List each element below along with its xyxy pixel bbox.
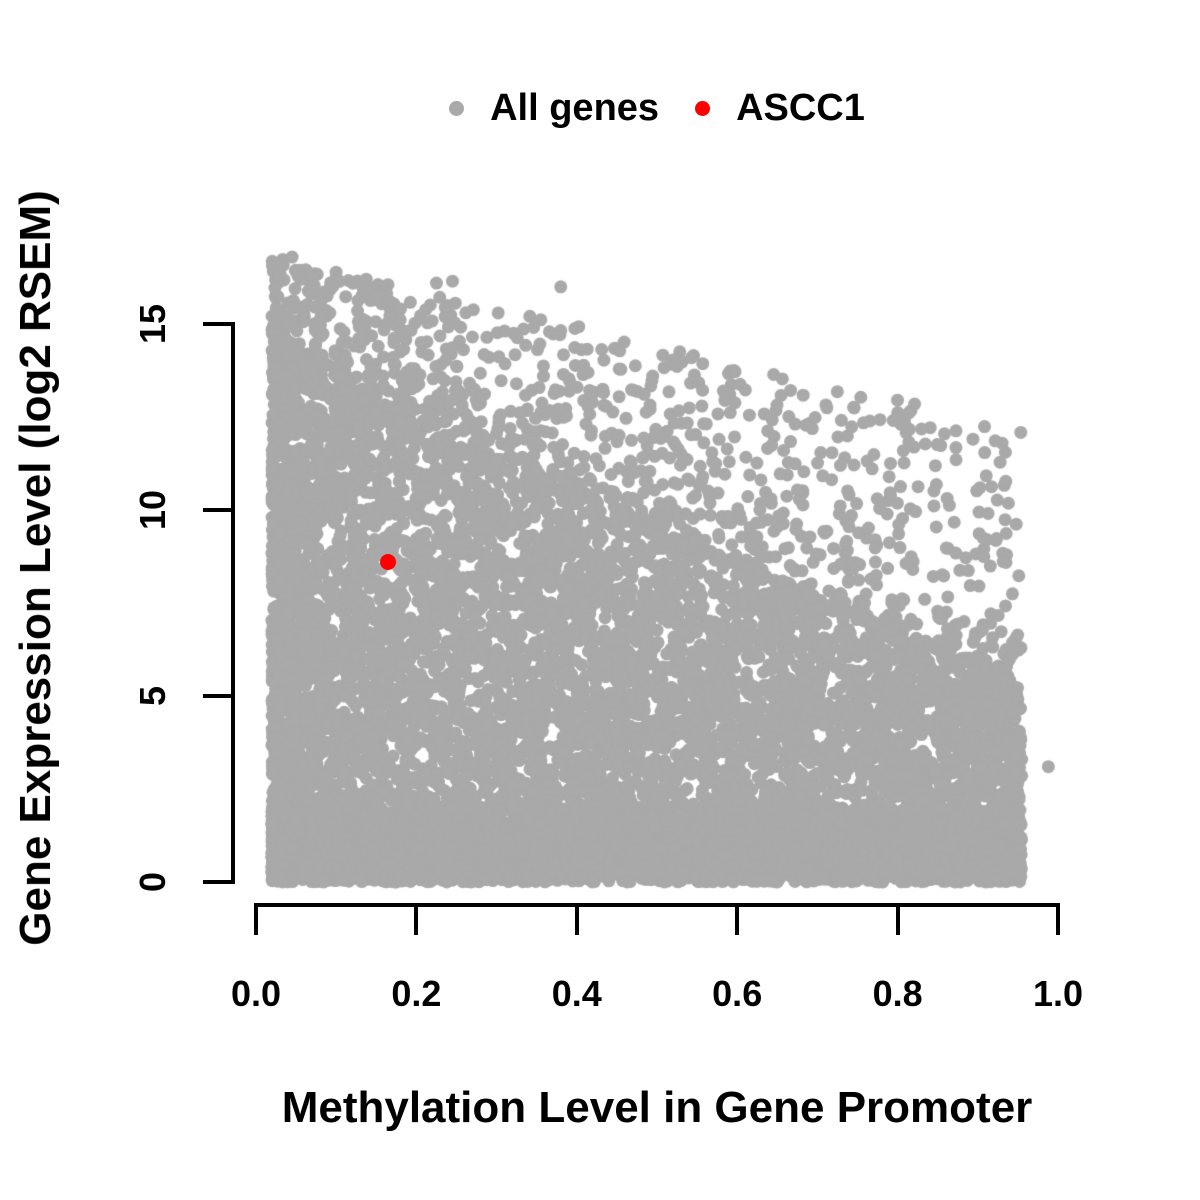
legend-item-ascc1: ASCC1 bbox=[695, 86, 865, 130]
all-genes-dot-icon bbox=[449, 100, 465, 116]
ascc1-point bbox=[380, 554, 397, 571]
y-tick-label: 10 bbox=[132, 489, 173, 531]
x-tick bbox=[254, 905, 258, 935]
x-tick-label: 0.8 bbox=[872, 973, 923, 1014]
y-tick bbox=[203, 508, 233, 512]
y-tick bbox=[203, 322, 233, 326]
x-tick-label: 0.6 bbox=[712, 973, 763, 1014]
x-tick-label: 0.0 bbox=[230, 973, 282, 1014]
x-tick-label: 1.0 bbox=[1032, 973, 1084, 1014]
x-tick bbox=[1056, 905, 1060, 935]
x-tick bbox=[735, 905, 740, 935]
y-tick bbox=[203, 694, 233, 698]
ascc1-dot-icon bbox=[695, 100, 711, 116]
y-axis-line bbox=[231, 322, 235, 884]
legend-item-all-genes: All genes bbox=[449, 86, 659, 130]
legend-label-all-genes: All genes bbox=[490, 87, 660, 129]
x-axis-title: Methylation Level in Gene Promoter bbox=[281, 1083, 1033, 1132]
x-tick bbox=[895, 905, 900, 935]
x-axis-line bbox=[254, 903, 1060, 907]
x-tick bbox=[414, 905, 419, 935]
legend-label-ascc1: ASCC1 bbox=[736, 87, 865, 129]
y-tick-label: 5 bbox=[132, 685, 173, 707]
y-tick-label: 15 bbox=[132, 303, 173, 345]
legend: All genes ASCC1 bbox=[256, 86, 1058, 130]
x-tick-label: 0.2 bbox=[391, 973, 442, 1014]
x-tick-label: 0.4 bbox=[551, 973, 602, 1014]
y-axis-title: Gene Expression Level (log2 RSEM) bbox=[11, 190, 60, 946]
y-tick-label: 0 bbox=[132, 871, 173, 893]
x-tick bbox=[574, 905, 579, 935]
y-tick bbox=[203, 880, 233, 884]
